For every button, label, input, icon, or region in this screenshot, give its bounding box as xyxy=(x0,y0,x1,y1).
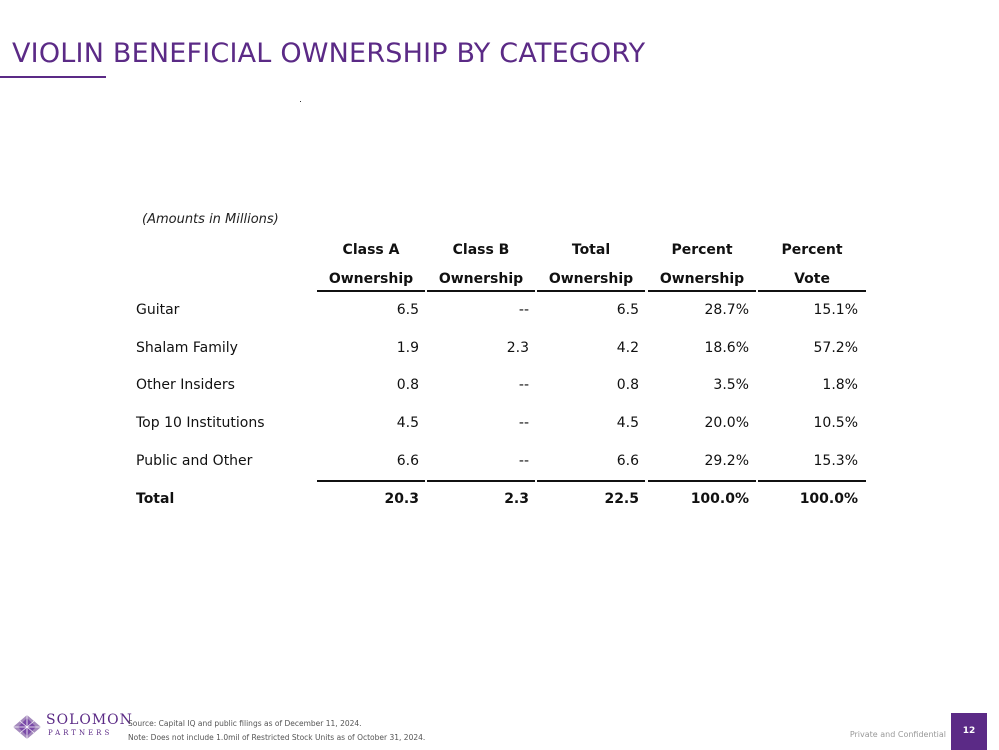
table-cell: -- xyxy=(518,377,529,393)
total-cell: 22.5 xyxy=(604,491,639,507)
col-header-class-a: Class A Ownership xyxy=(317,236,425,294)
solomon-logo: SOLOMON PARTNERS xyxy=(12,712,132,742)
stray-dot xyxy=(300,101,301,102)
total-rule xyxy=(427,480,535,482)
header-line1: Percent xyxy=(781,242,843,258)
table-cell: 1.8% xyxy=(822,377,858,393)
source-note: Source: Capital IQ and public filings as… xyxy=(128,719,362,728)
restricted-stock-note: Note: Does not include 1.0mil of Restric… xyxy=(128,733,426,742)
table-cell: 15.1% xyxy=(813,302,858,318)
row-label-shalam-family: Shalam Family xyxy=(136,340,238,356)
table-cell: 10.5% xyxy=(813,415,858,431)
table-cell: 20.0% xyxy=(704,415,749,431)
table-cell: -- xyxy=(518,415,529,431)
table-cell: 0.8 xyxy=(616,377,639,393)
row-label-guitar: Guitar xyxy=(136,302,180,318)
table-cell: 6.6 xyxy=(396,453,419,469)
col-header-percent-vote: Percent Vote xyxy=(758,236,866,294)
table-cell: 0.8 xyxy=(396,377,419,393)
header-line1: Percent xyxy=(671,242,733,258)
header-line2: Ownership xyxy=(328,271,414,287)
header-rule xyxy=(648,290,756,292)
title-underline xyxy=(0,76,106,78)
total-rule xyxy=(758,480,866,482)
table-cell: 4.2 xyxy=(616,340,639,356)
total-cell: 20.3 xyxy=(384,491,419,507)
header-rule xyxy=(427,290,535,292)
table-cell: -- xyxy=(518,302,529,318)
total-cell: 100.0% xyxy=(799,491,858,507)
table-cell: 6.5 xyxy=(616,302,639,318)
table-cell: 6.6 xyxy=(616,453,639,469)
page-title: VIOLIN BENEFICIAL OWNERSHIP BY CATEGORY xyxy=(12,38,646,69)
total-cell: 100.0% xyxy=(690,491,749,507)
header-line1: Total xyxy=(571,242,611,258)
total-rule xyxy=(648,480,756,482)
solomon-diamond-icon xyxy=(13,715,41,739)
header-line1: Class A xyxy=(342,242,400,258)
header-line2: Vote xyxy=(794,271,830,287)
table-cell: 57.2% xyxy=(813,340,858,356)
col-header-class-b: Class B Ownership xyxy=(427,236,535,294)
header-rule xyxy=(317,290,425,292)
header-rule xyxy=(537,290,645,292)
col-header-percent-ownership: Percent Ownership xyxy=(648,236,756,294)
total-cell: 2.3 xyxy=(504,491,529,507)
header-line2: Ownership xyxy=(438,271,524,287)
logo-subtitle: PARTNERS xyxy=(48,729,113,737)
header-line1: Class B xyxy=(452,242,510,258)
table-cell: 3.5% xyxy=(713,377,749,393)
header-line2: Ownership xyxy=(548,271,634,287)
table-cell: 6.5 xyxy=(396,302,419,318)
header-rule xyxy=(758,290,866,292)
footnotes: Source: Capital IQ and public filings as… xyxy=(128,717,425,745)
table-cell: -- xyxy=(518,453,529,469)
logo-name: SOLOMON xyxy=(46,712,133,728)
row-label-top-10-institutions: Top 10 Institutions xyxy=(136,415,265,431)
table-cell: 15.3% xyxy=(813,453,858,469)
table-cell: 18.6% xyxy=(704,340,749,356)
table-cell: 29.2% xyxy=(704,453,749,469)
table-cell: 4.5 xyxy=(396,415,419,431)
table-cell: 4.5 xyxy=(616,415,639,431)
page-number: 12 xyxy=(951,713,987,750)
table-cell: 28.7% xyxy=(704,302,749,318)
row-label-total: Total xyxy=(136,491,175,507)
total-rule xyxy=(537,480,645,482)
table-cell: 1.9 xyxy=(396,340,419,356)
total-rule xyxy=(317,480,425,482)
row-label-other-insiders: Other Insiders xyxy=(136,377,235,393)
row-label-public-and-other: Public and Other xyxy=(136,453,253,469)
col-header-total: Total Ownership xyxy=(537,236,645,294)
confidential-label: Private and Confidential xyxy=(849,730,946,739)
amounts-note: (Amounts in Millions) xyxy=(142,212,279,227)
table-cell: 2.3 xyxy=(506,340,529,356)
header-line2: Ownership xyxy=(659,271,745,287)
